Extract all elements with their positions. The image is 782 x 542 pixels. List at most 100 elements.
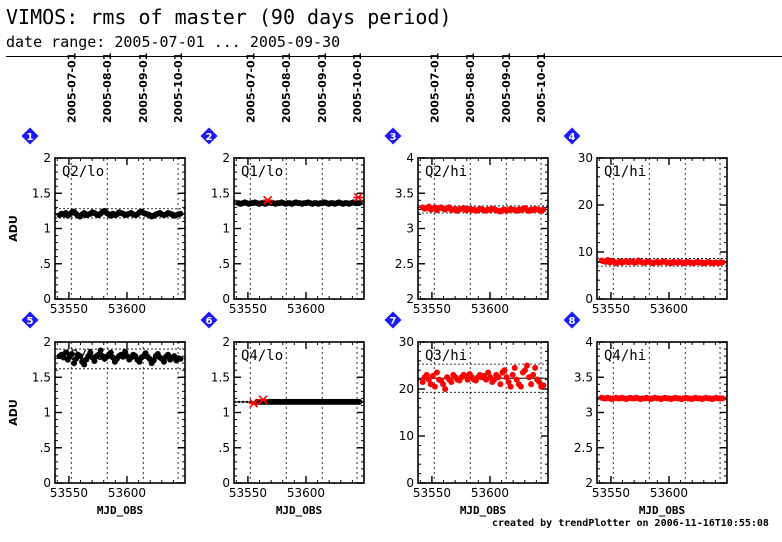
data-point [356,200,363,207]
panel-badge-number: 4 [569,132,576,143]
data-point [425,376,432,383]
y-tick-label: .5 [40,441,51,455]
y-tick-label: .5 [40,257,51,271]
y-tick-label: 0 [406,476,414,490]
y-tick-label: 20 [399,382,414,396]
y-tick-label: 1.5 [211,186,230,200]
date-tick-label: 2005-10-01 [535,53,548,123]
x-tick-label: 53550 [592,486,630,500]
y-tick-label: 10 [578,245,593,259]
outlier-point [248,398,259,408]
data-point [448,378,455,385]
panel-label: Q3/hi [425,348,467,364]
y-tick-label: 2.5 [574,441,593,455]
x-tick-label: 53550 [413,302,451,316]
y-tick-label: 0 [43,476,51,490]
x-axis-label: MJD_OBS [460,504,506,517]
data-point [495,374,502,381]
credit-line: created by trendPlotter on 2006-11-16T10… [492,518,769,529]
y-tick-label: 2 [43,335,51,349]
y-axis-label: ADU [7,399,20,426]
data-point [87,349,94,356]
data-point [509,371,516,378]
x-axis-label: MJD_OBS [276,504,322,517]
panel-label: Q2/lo [62,164,104,180]
data-point [719,259,726,266]
x-tick-label: 53550 [50,302,88,316]
data-point [419,378,426,385]
data-point [97,347,104,354]
x-tick-label: 53550 [229,302,267,316]
date-range-subtitle: date range: 2005-07-01 ... 2005-09-30 [6,33,341,51]
y-tick-label: .5 [219,441,230,455]
chart-panel-1: 0 .5 1 1.5 2 53550 53600 2005-07-01 2005-08-01 20… [7,53,186,316]
panel-badge-icon [384,127,402,145]
date-tick-label: 2005-10-01 [351,53,364,123]
date-tick-label: 2005-08-01 [101,53,114,123]
data-point [507,383,514,390]
data-point [517,383,524,390]
panel-label: Q4/lo [241,348,283,364]
y-tick-label: 3.5 [574,370,593,384]
x-tick-label: 53600 [108,486,146,500]
date-tick-label: 2005-07-01 [65,53,78,123]
chart-panel-8: 2 2.5 3 3.5 4 53550 53600 Q4/hi 8 MJD_OBS [563,311,728,517]
data-point [530,371,537,378]
data-point [177,210,184,217]
x-tick-label: 53600 [471,302,509,316]
chart-panel-4: 0 10 20 30 53550 53600 Q1/hi 4 [563,127,728,316]
panel-label: Q4/hi [604,348,646,364]
data-point [540,382,547,389]
y-tick-label: 3.5 [395,186,414,200]
y-tick-label: 30 [399,335,414,349]
chart-panel-5: 0 .5 1 1.5 2 53550 53600 Q3/lo 5 ADU MJD_OBS [7,311,186,517]
y-tick-label: .5 [219,257,230,271]
y-tick-label: 30 [578,151,593,165]
y-tick-label: 3 [585,406,593,420]
panel-label: Q1/lo [241,164,283,180]
x-tick-label: 53550 [413,486,451,500]
y-tick-label: 1 [222,222,230,236]
chart-panel-6: 0 .5 1 1.5 2 53550 53600 Q4/lo 6 MJD_OBS [200,311,365,517]
panel-badge-number: 3 [390,132,397,143]
data-point [505,378,512,385]
x-axis-label: MJD_OBS [97,504,143,517]
y-tick-label: 1 [43,406,51,420]
y-tick-label: 2 [43,151,51,165]
data-point [497,381,504,388]
y-tick-label: 20 [578,198,593,212]
chart-panel-2: 0 .5 1 1.5 2 53550 53600 2005-07-01 2005-08-01 20… [200,53,365,316]
date-tick-label: 2005-10-01 [172,53,185,123]
y-tick-label: 2.5 [395,257,414,271]
data-point [433,369,440,376]
x-tick-label: 53600 [650,486,688,500]
data-point [429,372,436,379]
y-tick-label: 3 [406,222,414,236]
y-tick-label: 4 [585,335,593,349]
x-tick-label: 53550 [229,486,267,500]
y-tick-label: 2 [222,151,230,165]
panel-label: Q3/lo [62,348,104,364]
data-point [503,374,510,381]
panel-badge-number: 5 [27,316,34,327]
y-tick-label: 0 [222,476,230,490]
data-point [442,386,449,392]
panel-badge-icon [200,311,218,329]
y-tick-label: 1 [43,222,51,236]
y-tick-label: 1.5 [32,186,51,200]
panel-badge-icon [200,127,218,145]
x-tick-label: 53600 [287,486,325,500]
y-tick-label: 0 [585,292,593,306]
panel-badge-number: 8 [569,316,576,327]
x-tick-label: 53550 [592,302,630,316]
data-point [68,350,75,357]
y-tick-label: 1.5 [211,370,230,384]
x-axis-label: MJD_OBS [639,504,685,517]
y-tick-label: 0 [43,292,51,306]
y-tick-label: 0 [222,292,230,306]
y-tick-label: 1 [222,406,230,420]
outlier-point [353,192,364,203]
page-title: VIMOS: rms of master (90 days period) [6,5,452,29]
panel-badge-icon [384,311,402,329]
plot-frame [417,341,549,484]
